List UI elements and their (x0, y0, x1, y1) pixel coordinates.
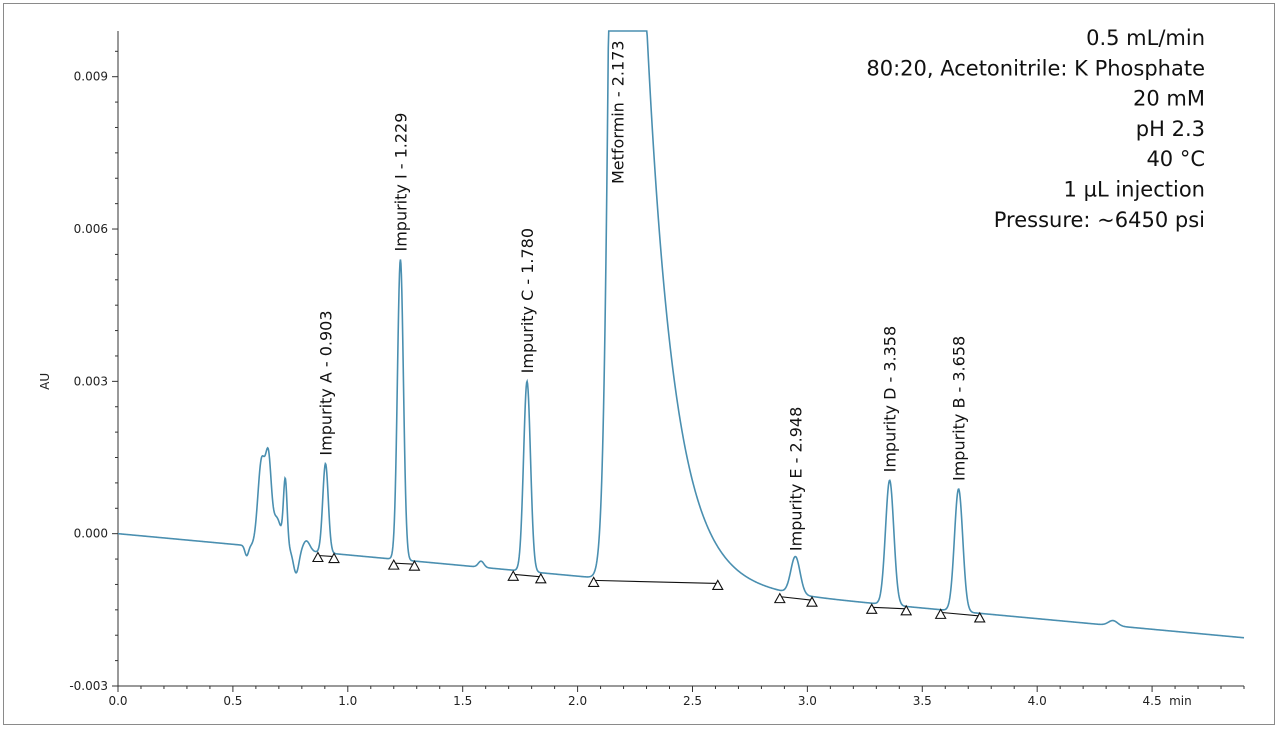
baseline-segment (393, 562, 415, 565)
y-tick-label: 0.009 (74, 70, 108, 84)
x-tick-label: 3.0 (798, 694, 817, 708)
integration-marker (806, 596, 818, 607)
x-tick-label: 4.0 (1028, 694, 1047, 708)
integration-marker (311, 551, 324, 563)
x-tick-label: 0.5 (223, 694, 242, 708)
condition-line: 0.5 mL/min (1086, 26, 1205, 50)
peak-label: Impurity I - 1.229 (391, 113, 410, 252)
condition-line: 40 °C (1146, 147, 1205, 171)
x-tick-label: 2.0 (568, 694, 587, 708)
y-tick-label: 0.006 (74, 222, 108, 236)
condition-line: pH 2.3 (1136, 117, 1205, 141)
x-tick-label: 3.5 (913, 694, 932, 708)
x-tick-label: 4.5 (1143, 694, 1162, 708)
x-tick-label: 0.0 (108, 694, 127, 708)
peak-label: Impurity E - 2.948 (786, 407, 805, 551)
x-tick-label: 2.5 (683, 694, 702, 708)
integration-marker (773, 592, 786, 604)
integration-marker (328, 552, 340, 564)
integration-marker (865, 603, 878, 614)
integration-marker (973, 611, 986, 623)
baseline-segment (940, 611, 980, 617)
integration-marker (711, 579, 724, 590)
condition-line: 20 mM (1133, 87, 1205, 111)
baseline-segment (593, 579, 718, 584)
x-tick-label: 1.5 (453, 694, 472, 708)
chart-frame: 0.0 0.5 1.0 1.5 2.0 2.5 3.0 3.5 4.0 4.5 min -0.003 0… (3, 3, 1275, 725)
x-tick-label: 1.0 (338, 694, 357, 708)
condition-line: 80:20, Acetonitrile: K Phosphate (866, 56, 1205, 80)
chromatogram-trace (117, 30, 1245, 639)
condition-line: 1 µL injection (1064, 178, 1205, 202)
y-tick-label: -0.003 (69, 679, 108, 693)
peak-label: Impurity D - 3.358 (881, 326, 900, 473)
integration-marker (934, 608, 947, 619)
y-tick-label: 0.003 (74, 374, 108, 388)
peak-label: Impurity A - 0.903 (317, 310, 336, 455)
integration-marker (534, 572, 547, 584)
baseline-segments (317, 554, 980, 617)
integration-marker (587, 576, 600, 587)
y-axis-label: AU (38, 373, 52, 390)
chromatogram-chart: 0.0 0.5 1.0 1.5 2.0 2.5 3.0 3.5 4.0 4.5 min -0.003 0… (38, 26, 1245, 708)
integration-marker (900, 604, 913, 616)
integration-marker (507, 570, 520, 581)
baseline-segment (871, 606, 907, 610)
integration-marker (387, 558, 400, 570)
condition-line: Pressure: ~6450 psi (994, 208, 1205, 232)
peak-label: Impurity B - 3.658 (950, 336, 969, 481)
axes: 0.0 0.5 1.0 1.5 2.0 2.5 3.0 3.5 4.0 4.5 min -0.003 0… (38, 31, 1245, 708)
method-conditions: 0.5 mL/min 80:20, Acetonitrile: K Phospha… (866, 26, 1205, 232)
integration-markers (311, 551, 986, 623)
baseline-segment (779, 596, 813, 601)
x-unit-label: min (1169, 694, 1192, 708)
baseline-segment (317, 554, 335, 558)
baseline-segment (513, 573, 541, 578)
peak-labels: Impurity A - 0.903 Impurity I - 1.229 Impu… (317, 40, 969, 551)
y-tick-label: 0.000 (74, 527, 108, 541)
peak-label: Impurity C - 1.780 (518, 228, 537, 373)
integration-marker (408, 560, 421, 571)
peak-label: Metformin - 2.173 (608, 40, 627, 184)
